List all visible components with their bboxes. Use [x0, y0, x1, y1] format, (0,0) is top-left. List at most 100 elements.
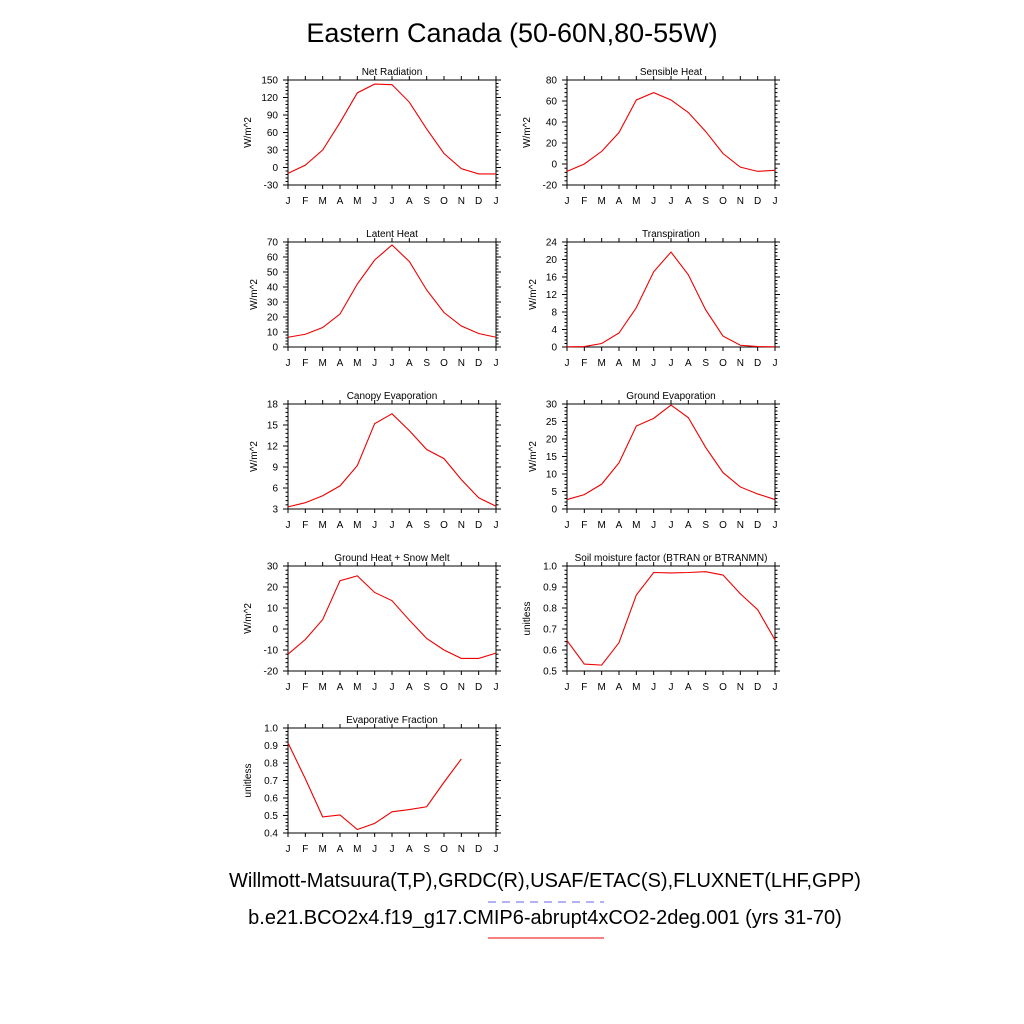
y-tick-label: 70 [267, 238, 279, 249]
x-tick-label: N [737, 358, 744, 369]
x-tick-label: J [651, 196, 656, 207]
x-tick-label: M [597, 196, 605, 207]
y-axis-label: W/m^2 [243, 603, 254, 634]
x-tick-label: S [702, 196, 709, 207]
x-tick-label: A [337, 682, 344, 693]
x-tick-label: N [458, 358, 465, 369]
x-tick-label: N [737, 196, 744, 207]
x-tick-label: M [318, 520, 326, 531]
x-tick-label: M [597, 358, 605, 369]
y-tick-label: 6 [272, 484, 278, 495]
x-tick-label: M [632, 196, 640, 207]
x-tick-label: S [423, 358, 430, 369]
panel-title: Ground Evaporation [626, 391, 716, 402]
y-tick-label: 30 [546, 400, 558, 411]
x-tick-label: A [406, 844, 413, 855]
y-axis-label: W/m^2 [522, 117, 533, 148]
x-tick-label: S [423, 682, 430, 693]
x-tick-label: M [318, 358, 326, 369]
x-tick-label: A [337, 844, 344, 855]
x-tick-label: D [475, 682, 482, 693]
obs-legend-label: Willmott-Matsuura(T,P),GRDC(R),USAF/ETAC… [229, 870, 861, 892]
x-tick-label: S [702, 358, 709, 369]
x-tick-label: M [353, 682, 361, 693]
y-tick-label: 30 [267, 562, 279, 573]
y-tick-label: 40 [546, 118, 558, 129]
x-tick-label: O [440, 844, 448, 855]
x-tick-label: D [475, 844, 482, 855]
x-tick-label: M [353, 358, 361, 369]
y-tick-label: 12 [267, 442, 279, 453]
x-tick-label: M [632, 682, 640, 693]
x-tick-label: F [581, 682, 587, 693]
x-tick-label: J [390, 358, 395, 369]
y-tick-label: 0.7 [264, 776, 278, 787]
x-tick-label: J [669, 196, 674, 207]
x-tick-label: J [286, 682, 291, 693]
x-tick-label: A [616, 358, 623, 369]
y-tick-label: 8 [551, 308, 557, 319]
x-tick-label: A [406, 682, 413, 693]
plot-frame [287, 727, 497, 834]
x-tick-label: J [669, 682, 674, 693]
y-tick-label: 0 [272, 625, 278, 636]
y-tick-label: -30 [264, 181, 279, 192]
x-tick-label: J [390, 520, 395, 531]
y-tick-label: 16 [546, 273, 558, 284]
y-axis-label: W/m^2 [243, 117, 254, 148]
panel-soil-moisture-factor-btran-or-btranmn: Soil moisture factor (BTRAN or BTRANMN) J… [522, 553, 780, 693]
y-tick-label: 1.0 [264, 724, 278, 735]
y-tick-label: 15 [546, 452, 558, 463]
x-tick-label: J [773, 520, 778, 531]
plot-frame [566, 403, 776, 510]
x-tick-label: N [458, 196, 465, 207]
y-axis-label: W/m^2 [528, 441, 539, 472]
x-tick-label: S [702, 520, 709, 531]
y-tick-label: 0 [551, 160, 557, 171]
y-tick-label: 0 [272, 343, 278, 354]
y-tick-label: -20 [543, 181, 558, 192]
x-tick-label: J [651, 520, 656, 531]
plot-frame [566, 565, 776, 672]
x-tick-label: J [372, 682, 377, 693]
x-tick-label: D [754, 520, 761, 531]
x-tick-label: J [286, 844, 291, 855]
x-tick-label: J [565, 196, 570, 207]
x-tick-label: J [565, 520, 570, 531]
y-tick-label: 40 [267, 283, 279, 294]
model-legend-label: b.e21.BCO2x4.f19_g17.CMIP6-abrupt4xCO2-2… [248, 907, 842, 929]
series-line [287, 83, 496, 175]
y-tick-label: 20 [546, 435, 558, 446]
panel-title: Soil moisture factor (BTRAN or BTRANMN) [575, 553, 768, 564]
y-tick-label: 5 [551, 487, 557, 498]
series-line [566, 251, 776, 348]
x-tick-label: A [685, 682, 692, 693]
x-tick-label: N [737, 682, 744, 693]
y-tick-label: 0 [551, 343, 557, 354]
x-tick-label: F [302, 520, 308, 531]
y-tick-label: 90 [267, 111, 279, 122]
x-tick-label: J [372, 520, 377, 531]
panel-title: Latent Heat [366, 229, 418, 240]
series-line [287, 575, 497, 659]
x-tick-label: J [390, 682, 395, 693]
x-tick-label: M [597, 682, 605, 693]
x-tick-label: F [302, 682, 308, 693]
panel-title: Evaporative Fraction [346, 715, 438, 726]
y-tick-label: 15 [267, 421, 279, 432]
series-line [566, 404, 776, 501]
y-tick-label: 0.8 [543, 604, 557, 615]
x-tick-label: J [372, 358, 377, 369]
plot-frame [566, 241, 776, 348]
x-tick-label: N [458, 844, 465, 855]
series-line [287, 413, 497, 508]
y-tick-label: 18 [267, 400, 279, 411]
x-tick-label: J [773, 358, 778, 369]
plot-frame [566, 79, 776, 186]
y-tick-label: 24 [546, 238, 558, 249]
plot-frame [287, 403, 497, 510]
